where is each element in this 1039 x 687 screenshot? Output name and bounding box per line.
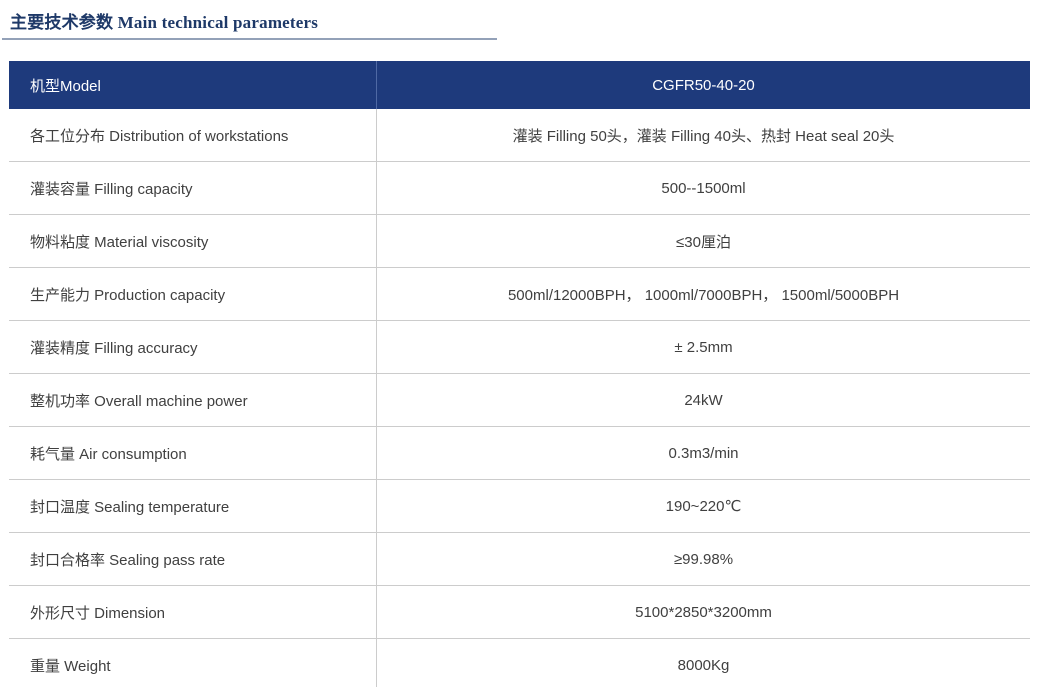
table-row: 灌装精度 Filling accuracy ± 2.5mm — [9, 321, 1030, 374]
table-row: 整机功率 Overall machine power 24kW — [9, 374, 1030, 427]
header-model-label: 机型Model — [9, 61, 377, 109]
row-label: 耗气量 Air consumption — [9, 427, 377, 479]
row-label: 灌装容量 Filling capacity — [9, 162, 377, 214]
table-row: 生产能力 Production capacity 500ml/12000BPH，… — [9, 268, 1030, 321]
table-row: 耗气量 Air consumption 0.3m3/min — [9, 427, 1030, 480]
row-value: 灌装 Filling 50头，灌装 Filling 40头、热封 Heat se… — [512, 127, 895, 145]
row-value: ≤30厘泊 — [676, 233, 731, 251]
row-value: 0.3m3/min — [668, 444, 739, 462]
table-row: 封口温度 Sealing temperature 190~220℃ — [9, 480, 1030, 533]
title-block: 主要技术参数 Main technical parameters — [0, 0, 1039, 40]
row-label: 生产能力 Production capacity — [9, 268, 377, 320]
header-model-value: CGFR50-40-20 — [652, 76, 755, 94]
row-label: 外形尺寸 Dimension — [9, 586, 377, 638]
row-value: ≥99.98% — [673, 550, 734, 568]
row-label: 整机功率 Overall machine power — [9, 374, 377, 426]
row-label: 封口温度 Sealing temperature — [9, 480, 377, 532]
row-label: 各工位分布 Distribution of workstations — [9, 109, 377, 161]
row-value: 5100*2850*3200mm — [635, 603, 772, 621]
row-value: 24kW — [684, 391, 723, 409]
table-header-row: 机型Model CGFR50-40-20 — [9, 61, 1030, 109]
row-value: 8000Kg — [677, 656, 730, 674]
table-row: 物料粘度 Material viscosity ≤30厘泊 — [9, 215, 1030, 268]
row-value: 190~220℃ — [665, 498, 742, 515]
table-row: 重量 Weight 8000Kg — [9, 639, 1030, 687]
row-value: ± 2.5mm — [674, 338, 733, 356]
row-label: 封口合格率 Sealing pass rate — [9, 533, 377, 585]
row-value: 500--1500ml — [661, 179, 746, 197]
table-row: 灌装容量 Filling capacity 500--1500ml — [9, 162, 1030, 215]
title-underline — [2, 38, 497, 40]
table-row: 外形尺寸 Dimension 5100*2850*3200mm — [9, 586, 1030, 639]
row-label: 灌装精度 Filling accuracy — [9, 321, 377, 373]
row-value: 500ml/12000BPH， 1000ml/7000BPH， 1500ml/5… — [507, 286, 900, 304]
table-row: 各工位分布 Distribution of workstations 灌装 Fi… — [9, 109, 1030, 162]
row-label: 物料粘度 Material viscosity — [9, 215, 377, 267]
page-title: 主要技术参数 Main technical parameters — [10, 13, 319, 32]
parameters-table: 机型Model CGFR50-40-20 各工位分布 Distribution … — [9, 61, 1030, 687]
row-label: 重量 Weight — [9, 639, 377, 687]
table-row: 封口合格率 Sealing pass rate ≥99.98% — [9, 533, 1030, 586]
